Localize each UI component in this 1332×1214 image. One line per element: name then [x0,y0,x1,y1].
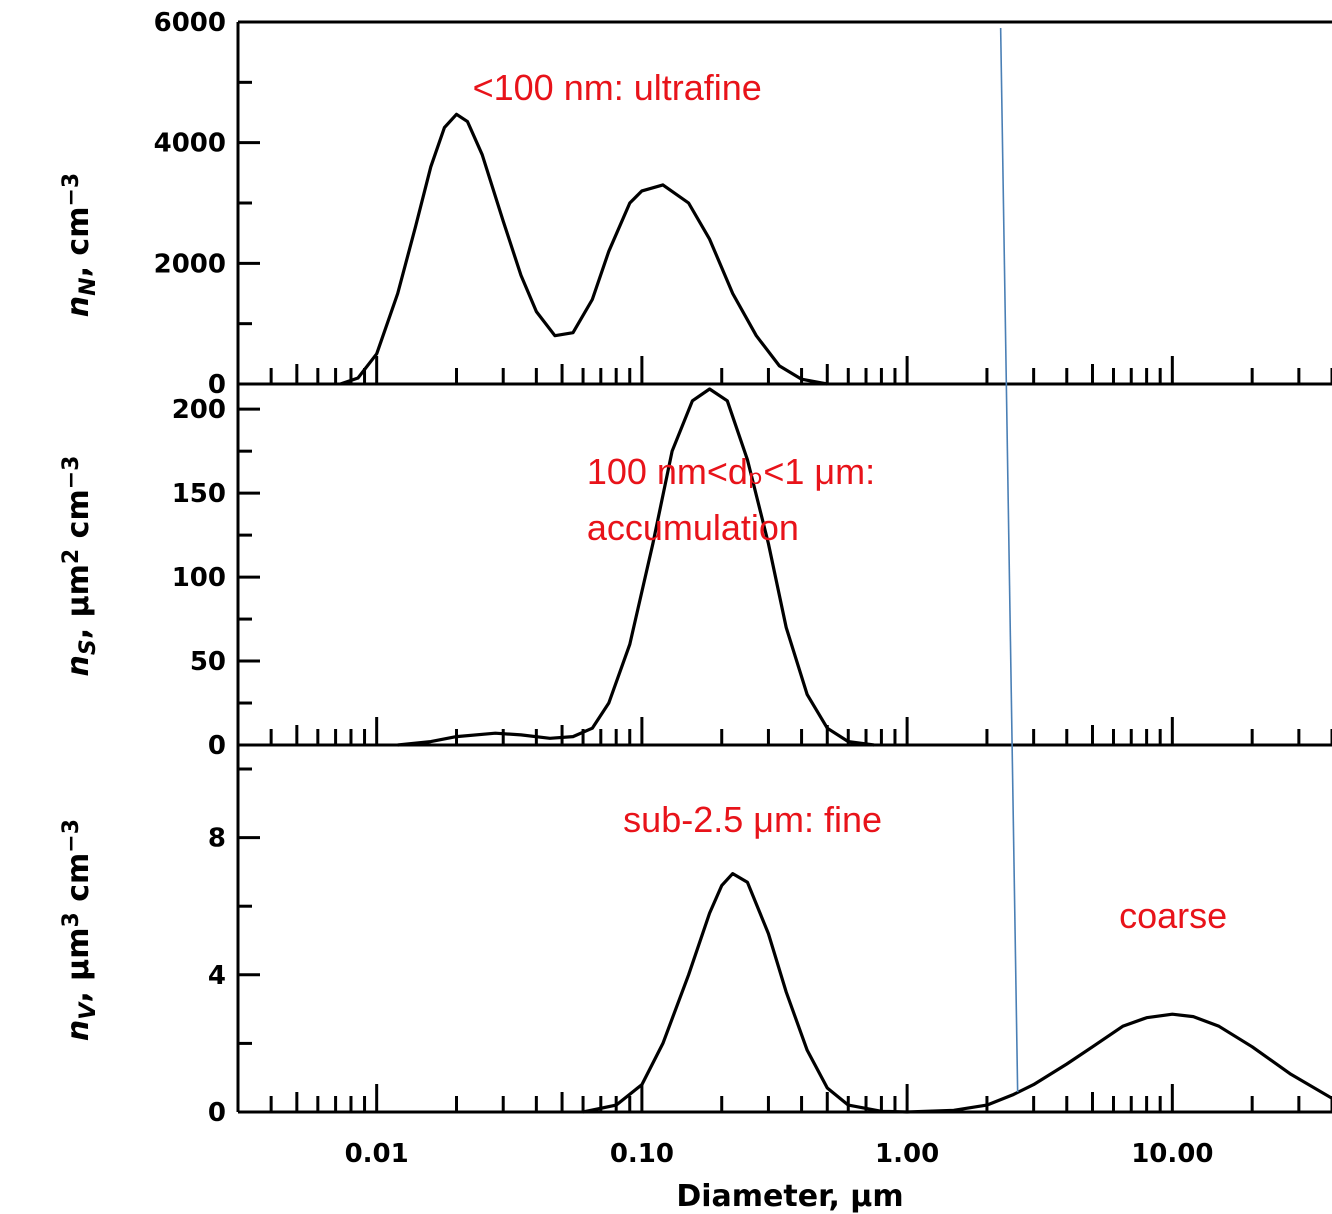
panel-volume: 0 4 8 nV, μm3 cm−3 [59,767,1332,1128]
x-tick-label: 1.00 [875,1139,939,1169]
y-axis-title: nN, cm−3 [59,173,100,317]
annotation-label: coarse [1119,895,1227,936]
y-axis-title: nV, μm3 cm−3 [59,819,100,1041]
x-tick-label: 10.00 [1131,1139,1213,1169]
series-curve [339,112,828,386]
y-tick-label: 150 [172,479,226,509]
y-tick-label: 50 [190,647,226,677]
x-axis-title: Diameter, μm [676,1179,903,1214]
panel-number: 0 2000 4000 6000 nN, cm−3 [59,8,1332,400]
annotation-label: 100 nm<dₚ<1 μm: [587,451,875,492]
x-axis: 0.01 0.10 1.00 10.00 [345,1139,1214,1169]
y-tick-label: 6000 [154,8,226,38]
y-axis-title: nS, μm2 cm−3 [59,456,100,677]
annotations-layer: <100 nm: ultrafine 100 nm<dₚ<1 μm: accumul… [473,67,1228,936]
annotation-label: <100 nm: ultrafine [473,67,762,108]
series-curve [582,871,1332,1114]
y-tick-label: 200 [172,395,226,425]
panel-surface: 0 50 100 150 200 nS, μm2 cm−3 [59,387,1332,761]
y-tick-label: 8 [208,824,226,854]
y-tick-label: 4000 [154,129,226,159]
y-tick-label: 100 [172,563,226,593]
pm25-cut-line [999,27,1019,1093]
y-tick-label: 0 [208,731,226,761]
series-curve [397,387,875,747]
y-tick-label: 2000 [154,249,226,279]
y-tick-label: 0 [208,1098,226,1128]
x-tick-label: 0.01 [345,1139,409,1169]
y-tick-label: 0 [208,370,226,400]
x-tick-label: 0.10 [610,1139,674,1169]
panels-layer: 0 2000 4000 6000 nN, cm−3 0 50 100 150 200 nS, μm2… [59,8,1332,1128]
annotation-label: accumulation [587,507,799,548]
y-tick-label: 4 [208,961,226,991]
annotation-label: sub-2.5 μm: fine [623,799,882,840]
